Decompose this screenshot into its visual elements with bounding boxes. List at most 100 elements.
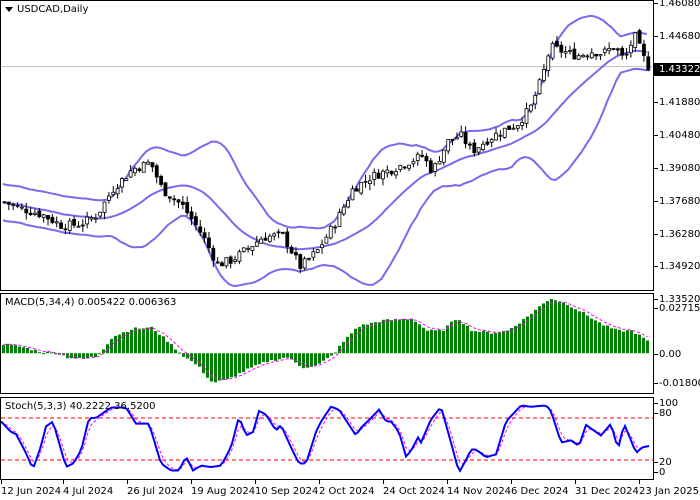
macd-bar <box>426 330 429 354</box>
candle <box>607 42 612 55</box>
macd-bar <box>354 328 357 354</box>
candle <box>180 195 185 210</box>
candle <box>633 32 638 52</box>
candle <box>263 232 268 241</box>
candle <box>254 235 259 247</box>
macd-bar <box>322 353 325 361</box>
candle <box>367 175 372 191</box>
candle <box>28 206 33 216</box>
candle <box>59 219 63 230</box>
candle <box>546 53 551 77</box>
candle <box>559 41 564 58</box>
candle <box>542 63 546 83</box>
price-chart-panel[interactable]: USDCAD,Daily <box>0 0 654 291</box>
macd-bar <box>214 353 217 383</box>
stochastic-axis: 100 80 20 0 <box>653 397 700 480</box>
price-tick-label: 1.39080 <box>653 162 700 174</box>
candle <box>520 117 525 131</box>
macd-bar <box>538 306 541 354</box>
macd-bar <box>590 318 593 354</box>
macd-bar <box>490 333 493 354</box>
candle <box>402 165 407 170</box>
candle <box>446 139 451 155</box>
candle <box>211 245 216 268</box>
macd-bar <box>510 328 513 354</box>
macd-bar <box>78 353 81 358</box>
macd-bar <box>222 353 225 380</box>
candle <box>611 48 616 51</box>
candle <box>50 214 55 225</box>
macd-bar <box>198 353 201 367</box>
candle <box>315 248 320 254</box>
time-axis: 12 Jun 2024 4 Jul 2024 26 Jul 2024 19 Aug 2… <box>0 480 700 500</box>
candle <box>454 132 459 140</box>
candle <box>93 213 98 224</box>
macd-bar <box>370 322 373 354</box>
macd-bar <box>574 309 577 354</box>
macd-bar <box>582 311 585 354</box>
macd-bar <box>254 353 257 366</box>
stoch-tick-label: 80 <box>654 408 672 419</box>
macd-bar <box>394 318 397 354</box>
candle <box>363 174 368 188</box>
candle <box>528 104 533 114</box>
macd-bar <box>42 353 45 355</box>
candle <box>6 201 11 211</box>
macd-bar <box>542 303 545 354</box>
candle <box>337 208 342 227</box>
price-tick-label: 1.33520 <box>653 294 700 305</box>
candle <box>441 149 446 166</box>
macd-bar <box>138 328 141 354</box>
macd-bar <box>158 334 161 354</box>
macd-tick-label: -0.018008 <box>653 378 700 389</box>
candle <box>341 203 346 217</box>
date-tick-label: 19 Aug 2024 <box>191 480 256 497</box>
macd-bar <box>462 323 465 354</box>
candle <box>585 54 590 61</box>
macd-bar <box>242 353 245 373</box>
candle <box>76 221 81 228</box>
candle <box>15 202 20 209</box>
macd-bar <box>122 332 125 354</box>
candle <box>615 47 620 56</box>
candle <box>207 231 211 253</box>
date-tick-label: 14 Nov 2024 <box>447 480 512 497</box>
stochastic-panel[interactable]: Stoch(5,3,3) 40.2222 36.5200 <box>0 397 654 480</box>
macd-bar <box>450 321 453 354</box>
candle <box>228 255 233 269</box>
candle <box>437 156 442 165</box>
macd-bar <box>474 331 477 354</box>
macd-bar <box>154 331 157 354</box>
macd-bar <box>466 325 469 354</box>
dropdown-triangle-icon[interactable] <box>5 6 13 12</box>
candle <box>54 216 59 228</box>
macd-bar <box>422 327 425 354</box>
macd-bar <box>202 353 205 374</box>
macd-panel[interactable]: MACD(5,34,4) 0.005422 0.006363 <box>0 293 654 394</box>
macd-bar <box>434 330 437 354</box>
macd-bar <box>502 330 505 354</box>
macd-title: MACD(5,34,4) 0.005422 0.006363 <box>5 297 177 308</box>
macd-bar <box>74 353 77 359</box>
candle <box>524 102 529 128</box>
macd-bar <box>326 353 329 359</box>
candle <box>372 168 377 186</box>
price-tick-label: 1.34920 <box>653 261 700 272</box>
date-tick-label: 4 Jul 2024 <box>63 480 114 497</box>
macd-bar <box>10 344 13 354</box>
macd-bar <box>106 344 109 354</box>
macd-bar <box>86 353 89 359</box>
candle <box>280 231 285 235</box>
stoch-tick-label: 100 <box>653 398 679 409</box>
macd-bar <box>578 311 581 354</box>
date-tick-label: 12 Jun 2024 <box>1 480 62 497</box>
macd-bar <box>150 326 153 354</box>
date-tick-label: 26 Jul 2024 <box>127 480 184 497</box>
macd-bar <box>442 330 445 354</box>
macd-bar <box>514 325 517 354</box>
candle <box>389 170 394 177</box>
candle <box>246 245 251 253</box>
candle <box>285 227 290 254</box>
candle <box>11 202 16 210</box>
macd-bar <box>570 307 573 354</box>
